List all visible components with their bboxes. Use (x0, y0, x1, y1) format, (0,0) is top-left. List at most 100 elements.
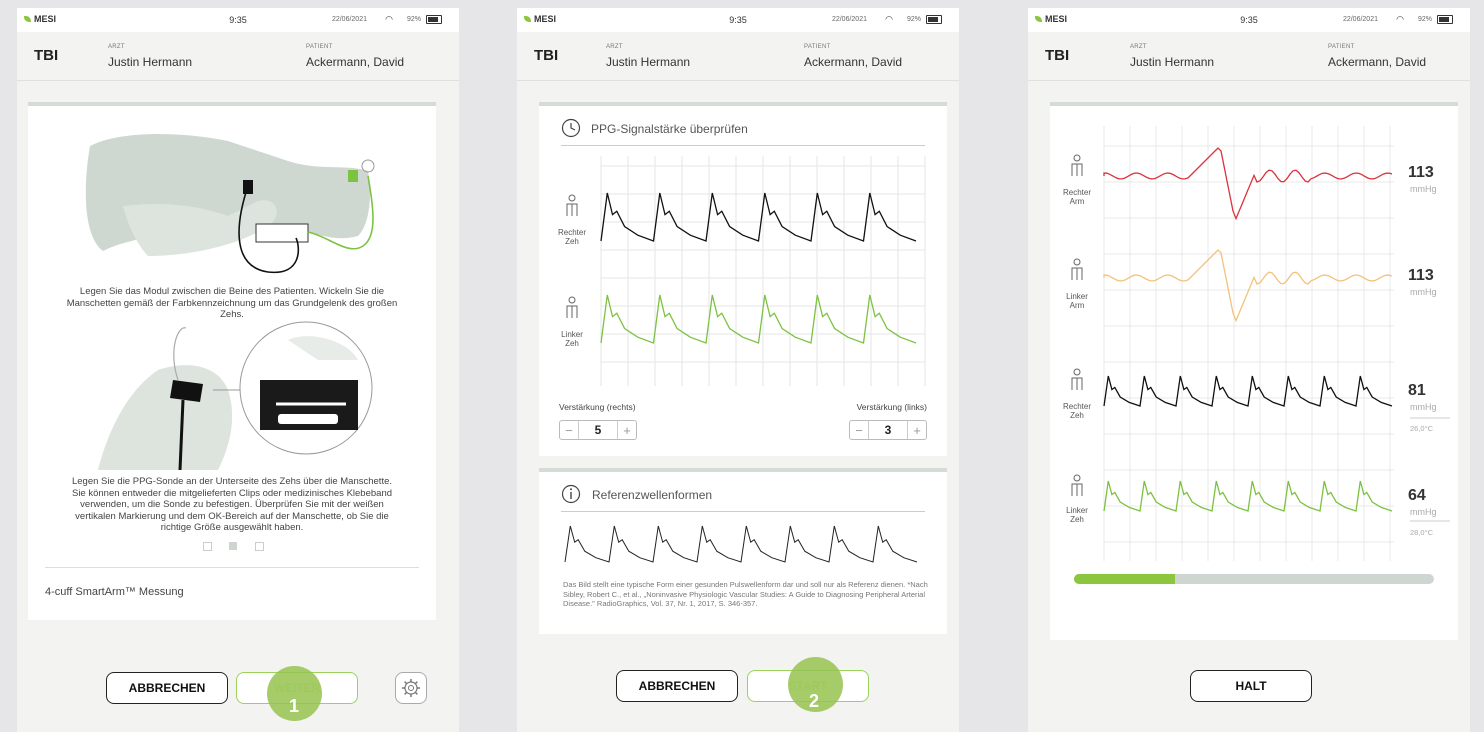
reference-card: Referenzwellenformen Das Bild stellt ein… (539, 468, 947, 634)
patient-header: TBI ARZT Justin Hermann PATIENT Ackerman… (17, 32, 459, 81)
patient-header: TBI ARZT Justin Hermann PATIENT Ackerman… (1028, 32, 1470, 81)
brand-name: MESI (1045, 14, 1068, 24)
right-toe-unit: mmHg (1410, 402, 1437, 412)
gain-left-stepper[interactable]: − 3 + (849, 420, 927, 440)
patient-header: TBI ARZT Justin Hermann PATIENT Ackerman… (517, 32, 959, 81)
title-divider (561, 511, 925, 512)
step-marker (267, 666, 322, 721)
decrement-button[interactable]: − (565, 422, 573, 438)
increment-button[interactable]: + (913, 422, 921, 438)
left-toe-unit: mmHg (1410, 507, 1437, 517)
patient-name: Ackermann, David (804, 55, 903, 69)
battery-level: 92% (1417, 16, 1432, 23)
brand-logo: MESI (24, 14, 56, 24)
right-toe-temperature: 26,0°C (1410, 424, 1434, 433)
left-arm-value: 113 (1408, 267, 1434, 284)
page-dot[interactable] (203, 542, 212, 551)
progress-fill (1074, 574, 1175, 584)
channel-label-left-arm: Linker Arm (1066, 292, 1088, 310)
left-arm-unit: mmHg (1410, 287, 1437, 297)
step-number: 1 (289, 696, 300, 716)
probe-cuff-illustration (98, 321, 373, 470)
gain-left-label: Verstärkung (links) (856, 402, 927, 412)
leaf-icon (24, 16, 31, 22)
instruction-text-2: Legen Sie die PPG-Sonde an der Unterseit… (71, 476, 393, 533)
person-icon (1071, 474, 1083, 496)
patient-name: Ackermann, David (1328, 55, 1427, 69)
left-toe-temperature: 28,0°C (1410, 528, 1434, 537)
channel-label-right-toe: Rechter Zeh (557, 228, 586, 246)
channel-label-right-toe: Rechter Zeh (1062, 402, 1091, 420)
gain-right-value: 5 (578, 421, 618, 439)
person-icon (1071, 258, 1083, 280)
person-icon (566, 296, 578, 318)
settings-button[interactable] (395, 672, 427, 704)
battery-level: 92% (906, 16, 921, 23)
instruction-text-1: Legen Sie das Modul zwischen die Beine d… (66, 286, 398, 320)
reference-title: Referenzwellenformen (592, 488, 713, 502)
cancel-button[interactable]: ABBRECHEN (616, 670, 738, 702)
doctor-label: ARZT (1130, 44, 1147, 50)
left-toe-waveform (1103, 480, 1393, 512)
legs-module-illustration (85, 134, 375, 273)
page-dot[interactable] (255, 542, 264, 551)
title-divider (561, 145, 925, 146)
screen-measurement: MESI 9:35 22/06/2021 ◠ 92% TBI ARZT Just… (1028, 8, 1470, 732)
patient-label: PATIENT (1328, 44, 1355, 50)
right-toe-ppg-waveform (600, 192, 917, 242)
person-icon (1071, 368, 1083, 390)
person-icon (566, 194, 578, 216)
battery-icon (1437, 15, 1453, 24)
gain-right-stepper[interactable]: − 5 + (559, 420, 637, 440)
doctor-name: Justin Hermann (606, 55, 691, 69)
live-signal-chart (1103, 126, 1450, 561)
battery-icon (426, 15, 442, 24)
mode-title: TBI (1045, 47, 1070, 64)
cancel-button[interactable]: ABBRECHEN (106, 672, 228, 704)
step-marker (788, 657, 843, 712)
clock: 9:35 (229, 15, 247, 25)
screen-placement-instructions: MESI 9:35 22/06/2021 ◠ 92% TBI ARZT Just… (17, 8, 459, 732)
reference-pulse-waveform (564, 525, 918, 563)
gain-right-label: Verstärkung (rechts) (559, 402, 636, 412)
chart-grid (1103, 126, 1394, 561)
brand-name: MESI (34, 14, 57, 24)
right-toe-waveform (1103, 375, 1393, 407)
doctor-name: Justin Hermann (1130, 55, 1215, 69)
ppg-signal-chart (600, 156, 926, 386)
doctor-name: Justin Hermann (108, 55, 193, 69)
page-dot-active[interactable] (229, 542, 237, 550)
divider (45, 567, 419, 568)
decrement-button[interactable]: − (855, 422, 863, 438)
status-bar: MESI 9:35 22/06/2021 ◠ 92% (17, 8, 459, 32)
reference-waveform (564, 525, 918, 563)
leaf-icon (524, 16, 531, 22)
brand-logo: MESI (524, 14, 556, 24)
channel-label-left-toe: Linker Zeh (1066, 506, 1088, 524)
ppg-card: PPG-Signalstärke überprüfen Rechter Zeh … (539, 102, 947, 456)
wifi-icon: ◠ (385, 14, 393, 24)
gain-left-value: 3 (868, 421, 908, 439)
clock-icon (561, 118, 581, 138)
halt-button[interactable]: HALT (1190, 670, 1312, 702)
status-bar: MESI 9:35 22/06/2021 ◠ 92% (1028, 8, 1470, 32)
patient-name: Ackermann, David (306, 55, 405, 69)
date: 22/06/2021 (331, 16, 367, 23)
step-number: 2 (809, 691, 820, 711)
ppg-title: PPG-Signalstärke überprüfen (591, 122, 748, 136)
mode-title: TBI (534, 47, 559, 64)
patient-label: PATIENT (804, 44, 831, 50)
channel-label-right-arm: Rechter Arm (1062, 188, 1091, 206)
measurement-name: 4-cuff SmartArm™ Messung (45, 586, 184, 598)
right-arm-waveform (1103, 147, 1393, 221)
clock: 9:35 (729, 15, 747, 25)
left-arm-waveform (1103, 249, 1393, 323)
doctor-label: ARZT (108, 44, 125, 50)
gear-icon (402, 679, 420, 697)
increment-button[interactable]: + (623, 422, 631, 438)
screen-signal-check: MESI 9:35 22/06/2021 ◠ 92% TBI ARZT Just… (517, 8, 959, 732)
measurement-progress-bar (1074, 574, 1434, 584)
page-indicator (203, 542, 264, 552)
right-toe-value: 81 (1408, 382, 1426, 399)
doctor-label: ARZT (606, 44, 623, 50)
